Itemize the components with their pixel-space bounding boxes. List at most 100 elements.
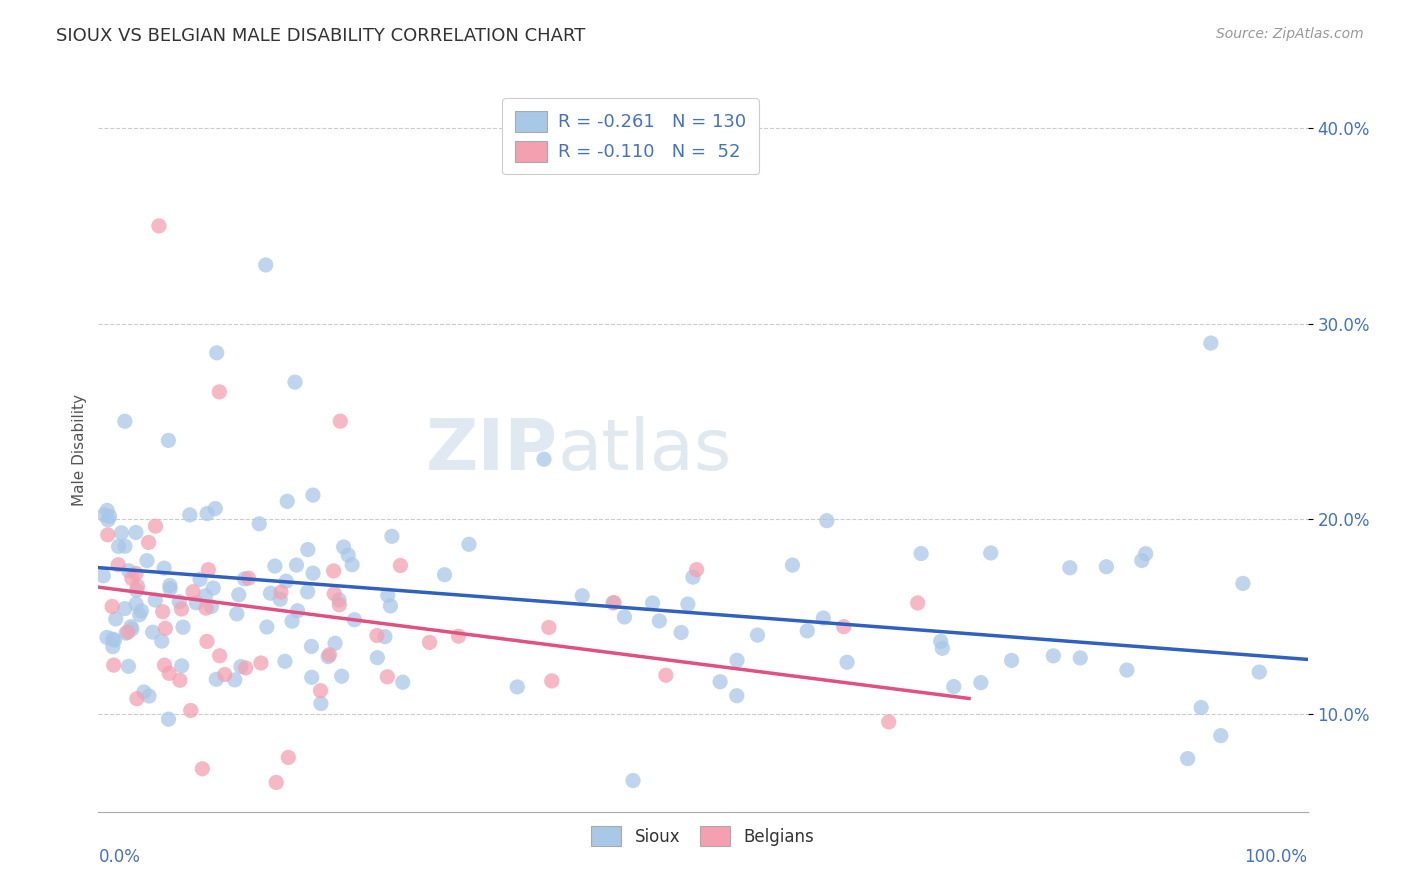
Point	[641, 596, 664, 610]
Point	[813, 611, 835, 625]
Point	[682, 570, 704, 584]
Point	[115, 626, 138, 640]
Point	[96, 503, 118, 517]
Point	[533, 452, 555, 467]
Point	[725, 689, 748, 703]
Point	[685, 563, 707, 577]
Point	[381, 529, 404, 543]
Point	[725, 653, 748, 667]
Point	[1069, 651, 1091, 665]
Point	[621, 773, 644, 788]
Point	[328, 593, 350, 607]
Point	[121, 572, 143, 586]
Point	[128, 607, 150, 622]
Point	[613, 610, 636, 624]
Point	[377, 588, 399, 602]
Point	[117, 659, 139, 673]
Point	[328, 598, 350, 612]
Point	[125, 691, 148, 706]
Point	[125, 525, 148, 540]
Point	[302, 566, 325, 581]
Point	[214, 667, 236, 681]
Point	[676, 597, 699, 611]
Point	[287, 604, 309, 618]
Point	[506, 680, 529, 694]
Point	[98, 509, 121, 524]
Point	[93, 508, 115, 522]
Point	[322, 564, 344, 578]
Point	[366, 628, 388, 642]
Point	[877, 714, 900, 729]
Point	[332, 540, 354, 554]
Point	[389, 558, 412, 573]
Point	[110, 525, 132, 540]
Point	[380, 599, 402, 613]
Point	[309, 697, 332, 711]
Point	[97, 528, 120, 542]
Point	[256, 620, 278, 634]
Point	[254, 258, 277, 272]
Point	[259, 586, 281, 600]
Point	[101, 599, 124, 614]
Point	[1130, 553, 1153, 567]
Point	[297, 542, 319, 557]
Point	[250, 656, 273, 670]
Point	[208, 648, 231, 663]
Point	[284, 375, 307, 389]
Point	[179, 508, 201, 522]
Point	[145, 519, 167, 533]
Point	[150, 634, 173, 648]
Point	[323, 636, 346, 650]
Point	[125, 566, 148, 581]
Point	[114, 539, 136, 553]
Point	[125, 597, 148, 611]
Point	[285, 558, 308, 572]
Point	[747, 628, 769, 642]
Point	[107, 540, 129, 554]
Text: ZIP: ZIP	[426, 416, 558, 485]
Point	[340, 558, 363, 572]
Point	[157, 434, 180, 448]
Point	[655, 668, 678, 682]
Point	[1189, 700, 1212, 714]
Point	[337, 548, 360, 562]
Point	[269, 592, 291, 607]
Point	[197, 563, 219, 577]
Point	[323, 587, 346, 601]
Point	[602, 596, 624, 610]
Point	[148, 219, 170, 233]
Point	[366, 650, 388, 665]
Point	[127, 579, 149, 593]
Point	[104, 612, 127, 626]
Point	[117, 564, 139, 578]
Point	[208, 384, 231, 399]
Point	[299, 640, 322, 654]
Point	[224, 673, 246, 687]
Point	[169, 595, 191, 609]
Point	[302, 488, 325, 502]
Point	[202, 581, 225, 595]
Point	[172, 620, 194, 634]
Point	[1135, 547, 1157, 561]
Point	[247, 516, 270, 531]
Point	[329, 414, 352, 428]
Point	[276, 574, 298, 589]
Point	[205, 673, 228, 687]
Point	[571, 589, 593, 603]
Point	[669, 625, 692, 640]
Point	[188, 573, 211, 587]
Text: SIOUX VS BELGIAN MALE DISABILITY CORRELATION CHART: SIOUX VS BELGIAN MALE DISABILITY CORRELA…	[56, 27, 586, 45]
Point	[117, 625, 139, 640]
Point	[796, 624, 818, 638]
Text: atlas: atlas	[558, 416, 733, 485]
Point	[907, 596, 929, 610]
Point	[419, 635, 441, 649]
Point	[101, 632, 124, 647]
Point	[297, 585, 319, 599]
Point	[377, 670, 399, 684]
Point	[980, 546, 1002, 560]
Point	[433, 567, 456, 582]
Point	[225, 607, 247, 621]
Point	[181, 584, 204, 599]
Point	[276, 494, 298, 508]
